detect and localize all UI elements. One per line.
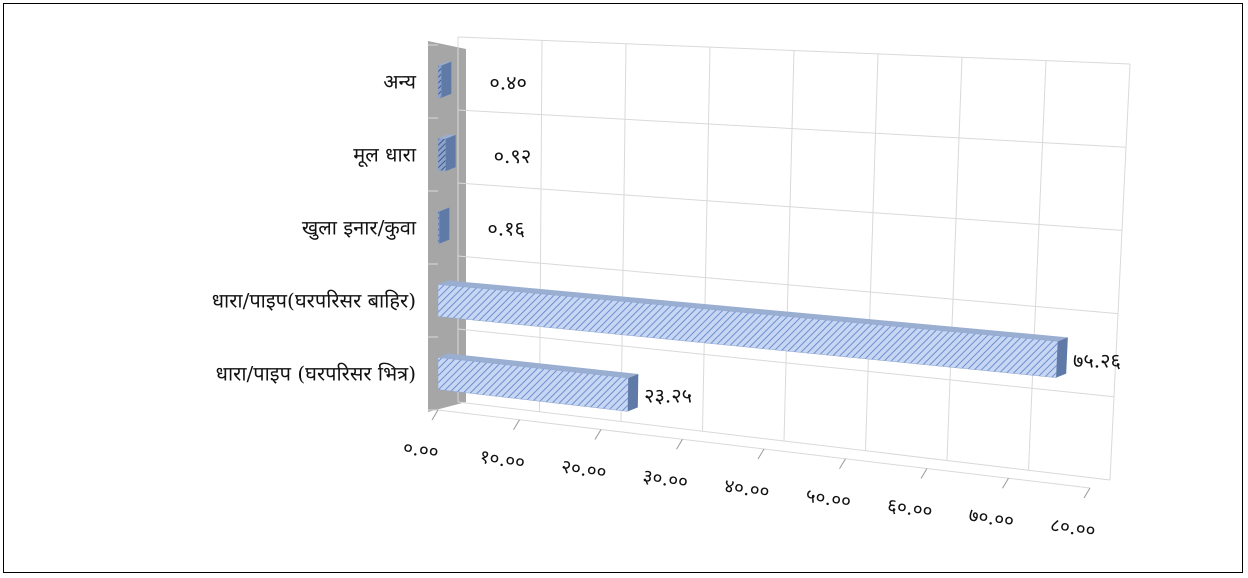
value-label: ७५.२६	[1073, 348, 1121, 372]
bar	[437, 353, 639, 412]
gridline-horizontal	[457, 255, 1119, 315]
x-tick-mark	[513, 419, 520, 431]
x-tick-label: ५०.००	[804, 485, 852, 513]
bar-front-face	[437, 211, 440, 244]
bar-end-face	[439, 207, 450, 244]
bar	[437, 134, 456, 172]
gridline-vertical	[539, 40, 543, 412]
gridline-vertical	[1109, 63, 1131, 481]
category-label: धारा/पाइप(घरपरिसर बाहिर)	[212, 289, 416, 313]
x-tick-mark	[757, 448, 765, 460]
x-tick-mark	[839, 458, 846, 470]
gridline-vertical	[946, 57, 963, 461]
bar	[437, 280, 1068, 378]
bar-end-face	[1056, 337, 1068, 378]
value-label: २३.२५	[644, 384, 692, 408]
x-tick-mark	[676, 438, 683, 450]
category-label: खुला इनार/कुवा	[302, 216, 417, 241]
category-label: अन्य	[383, 70, 416, 94]
category-label: धारा/पाइप (घरपरिसर भित्र)	[216, 362, 416, 386]
x-tick-mark	[1083, 487, 1091, 499]
value-label: ०.९२	[494, 144, 532, 168]
x-tick-label: ७०.००	[967, 504, 1015, 532]
x-tick-label: २०.००	[560, 455, 608, 483]
x-tick-mark	[920, 468, 928, 479]
value-label: ०.१६	[487, 217, 525, 241]
bar-top-face	[438, 207, 450, 212]
x-tick-label: ३०.००	[641, 465, 689, 493]
gridline-vertical	[783, 50, 795, 442]
x-tick-label: १०.००	[478, 446, 526, 474]
x-tick-mark	[594, 429, 602, 440]
bar-end-face	[627, 373, 639, 412]
gridline-horizontal	[457, 401, 1111, 481]
x-tick-mark	[1002, 477, 1009, 489]
value-label: ०.४०	[489, 71, 527, 95]
gridlines	[428, 36, 1131, 489]
gridline-vertical	[865, 53, 879, 451]
gridline-vertical	[620, 43, 627, 422]
gridline-vertical	[702, 47, 711, 432]
x-tick-label: ८०.००	[1049, 514, 1097, 542]
gridline-vertical	[1028, 60, 1047, 471]
category-label: मूल धारा	[353, 143, 417, 168]
bar-front-face	[437, 65, 442, 98]
x-tick-label: ४०.००	[723, 475, 771, 503]
gridline-horizontal	[457, 182, 1123, 231]
x-tick-mark	[431, 409, 439, 421]
gridline-horizontal	[457, 36, 1131, 65]
bar-top-face	[438, 134, 456, 139]
x-tick-label: ०.००	[402, 437, 440, 464]
bar-top-face	[438, 61, 452, 66]
bar-end-face	[445, 134, 456, 172]
bar-end-face	[441, 61, 452, 98]
x-tick-label: ६०.००	[886, 494, 934, 522]
gridline-horizontal	[457, 328, 1115, 398]
bar	[437, 207, 450, 244]
bar-top-face	[438, 353, 639, 378]
value-labels: ०.४० ०.९२ ०.१६ ७५.२६ २३.२५	[487, 71, 1121, 408]
bar	[437, 61, 452, 98]
bars	[437, 61, 1068, 412]
category-labels: अन्य मूल धारा खुला इनार/कुवा धारा/पाइप(घरपर…	[212, 70, 417, 386]
gridline-horizontal	[457, 109, 1127, 148]
bar-top-face	[438, 280, 1068, 342]
bar-front-face	[437, 138, 446, 172]
